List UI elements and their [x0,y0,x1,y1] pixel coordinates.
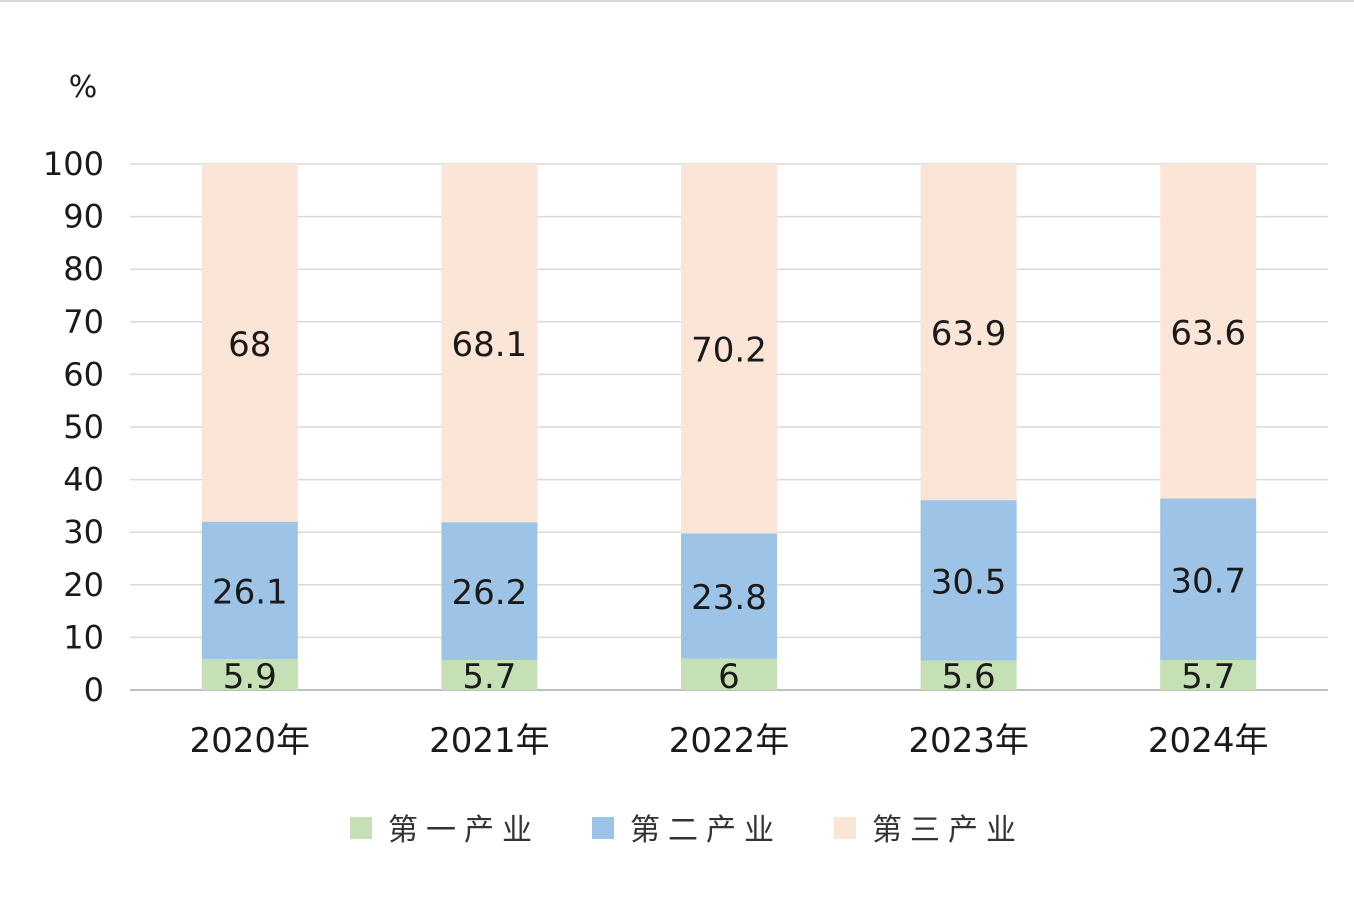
data-label: 6 [718,657,740,697]
data-label: 26.2 [452,573,528,613]
legend-label: 第三产业 [872,813,1024,848]
legend: 第一产业 第二产业 第三产业 [350,813,1024,848]
bar-segment [441,522,538,661]
data-label: 63.9 [931,314,1007,354]
legend-label: 第二产业 [630,813,782,848]
legend-label: 第一产业 [388,813,540,848]
y-tick-label: 80 [63,250,104,288]
bar-segment [681,658,777,690]
legend-swatch [350,817,372,839]
data-label: 5.9 [223,657,277,697]
bar-segment [201,521,298,659]
data-label: 70.2 [691,331,767,371]
y-tick-label: 20 [63,566,104,604]
data-label: 68.1 [452,325,528,365]
data-label: 23.8 [691,578,767,618]
bar-segment [1160,498,1257,661]
data-labels: 5.9 26.1 68 5.7 26.2 68.1 6 23.8 70.2 5.6 30.5 63.9… [212,313,1246,697]
data-label: 68 [228,325,271,365]
bar-segment [441,164,538,523]
x-category-label: 2023年 [908,721,1029,761]
bar-segment [920,500,1017,661]
y-tick-label: 60 [63,355,104,393]
x-category-label: 2024年 [1148,721,1269,761]
y-tick-label: 30 [63,513,104,551]
x-category-label: 2022年 [669,721,790,761]
bar-segment [441,660,538,690]
y-tick-label: 40 [63,461,104,499]
bar-segment [201,658,298,690]
bar-segment [920,164,1017,501]
y-tick-label: 50 [63,408,104,446]
bars [201,164,1257,690]
x-axis-categories: 2020年 2021年 2022年 2023年 2024年 [190,721,1269,761]
x-category-label: 2021年 [429,721,550,761]
y-axis-ticks: 0 10 20 30 40 50 60 70 80 90 100 [43,145,104,709]
data-label: 30.7 [1170,561,1246,601]
y-axis-unit-label: % [69,70,98,105]
y-tick-label: 70 [63,303,104,341]
x-category-label: 2020年 [190,721,311,761]
y-tick-label: 100 [43,145,104,183]
data-label: 63.6 [1170,313,1246,353]
bar-segment [681,164,777,534]
data-label: 26.1 [212,572,288,612]
legend-swatch [592,817,614,839]
legend-swatch [834,817,856,839]
bar-segment [1160,164,1257,499]
bar-segment [201,164,298,522]
bar-segment [920,660,1017,690]
data-label: 5.6 [942,657,996,697]
y-tick-label: 0 [84,671,104,709]
data-label: 5.7 [1181,657,1235,697]
bar-segment [1160,660,1257,690]
y-tick-label: 10 [63,618,104,656]
data-label: 30.5 [931,562,1007,602]
y-tick-label: 90 [63,198,104,236]
bar-segment [681,533,777,659]
data-label: 5.7 [462,657,516,697]
